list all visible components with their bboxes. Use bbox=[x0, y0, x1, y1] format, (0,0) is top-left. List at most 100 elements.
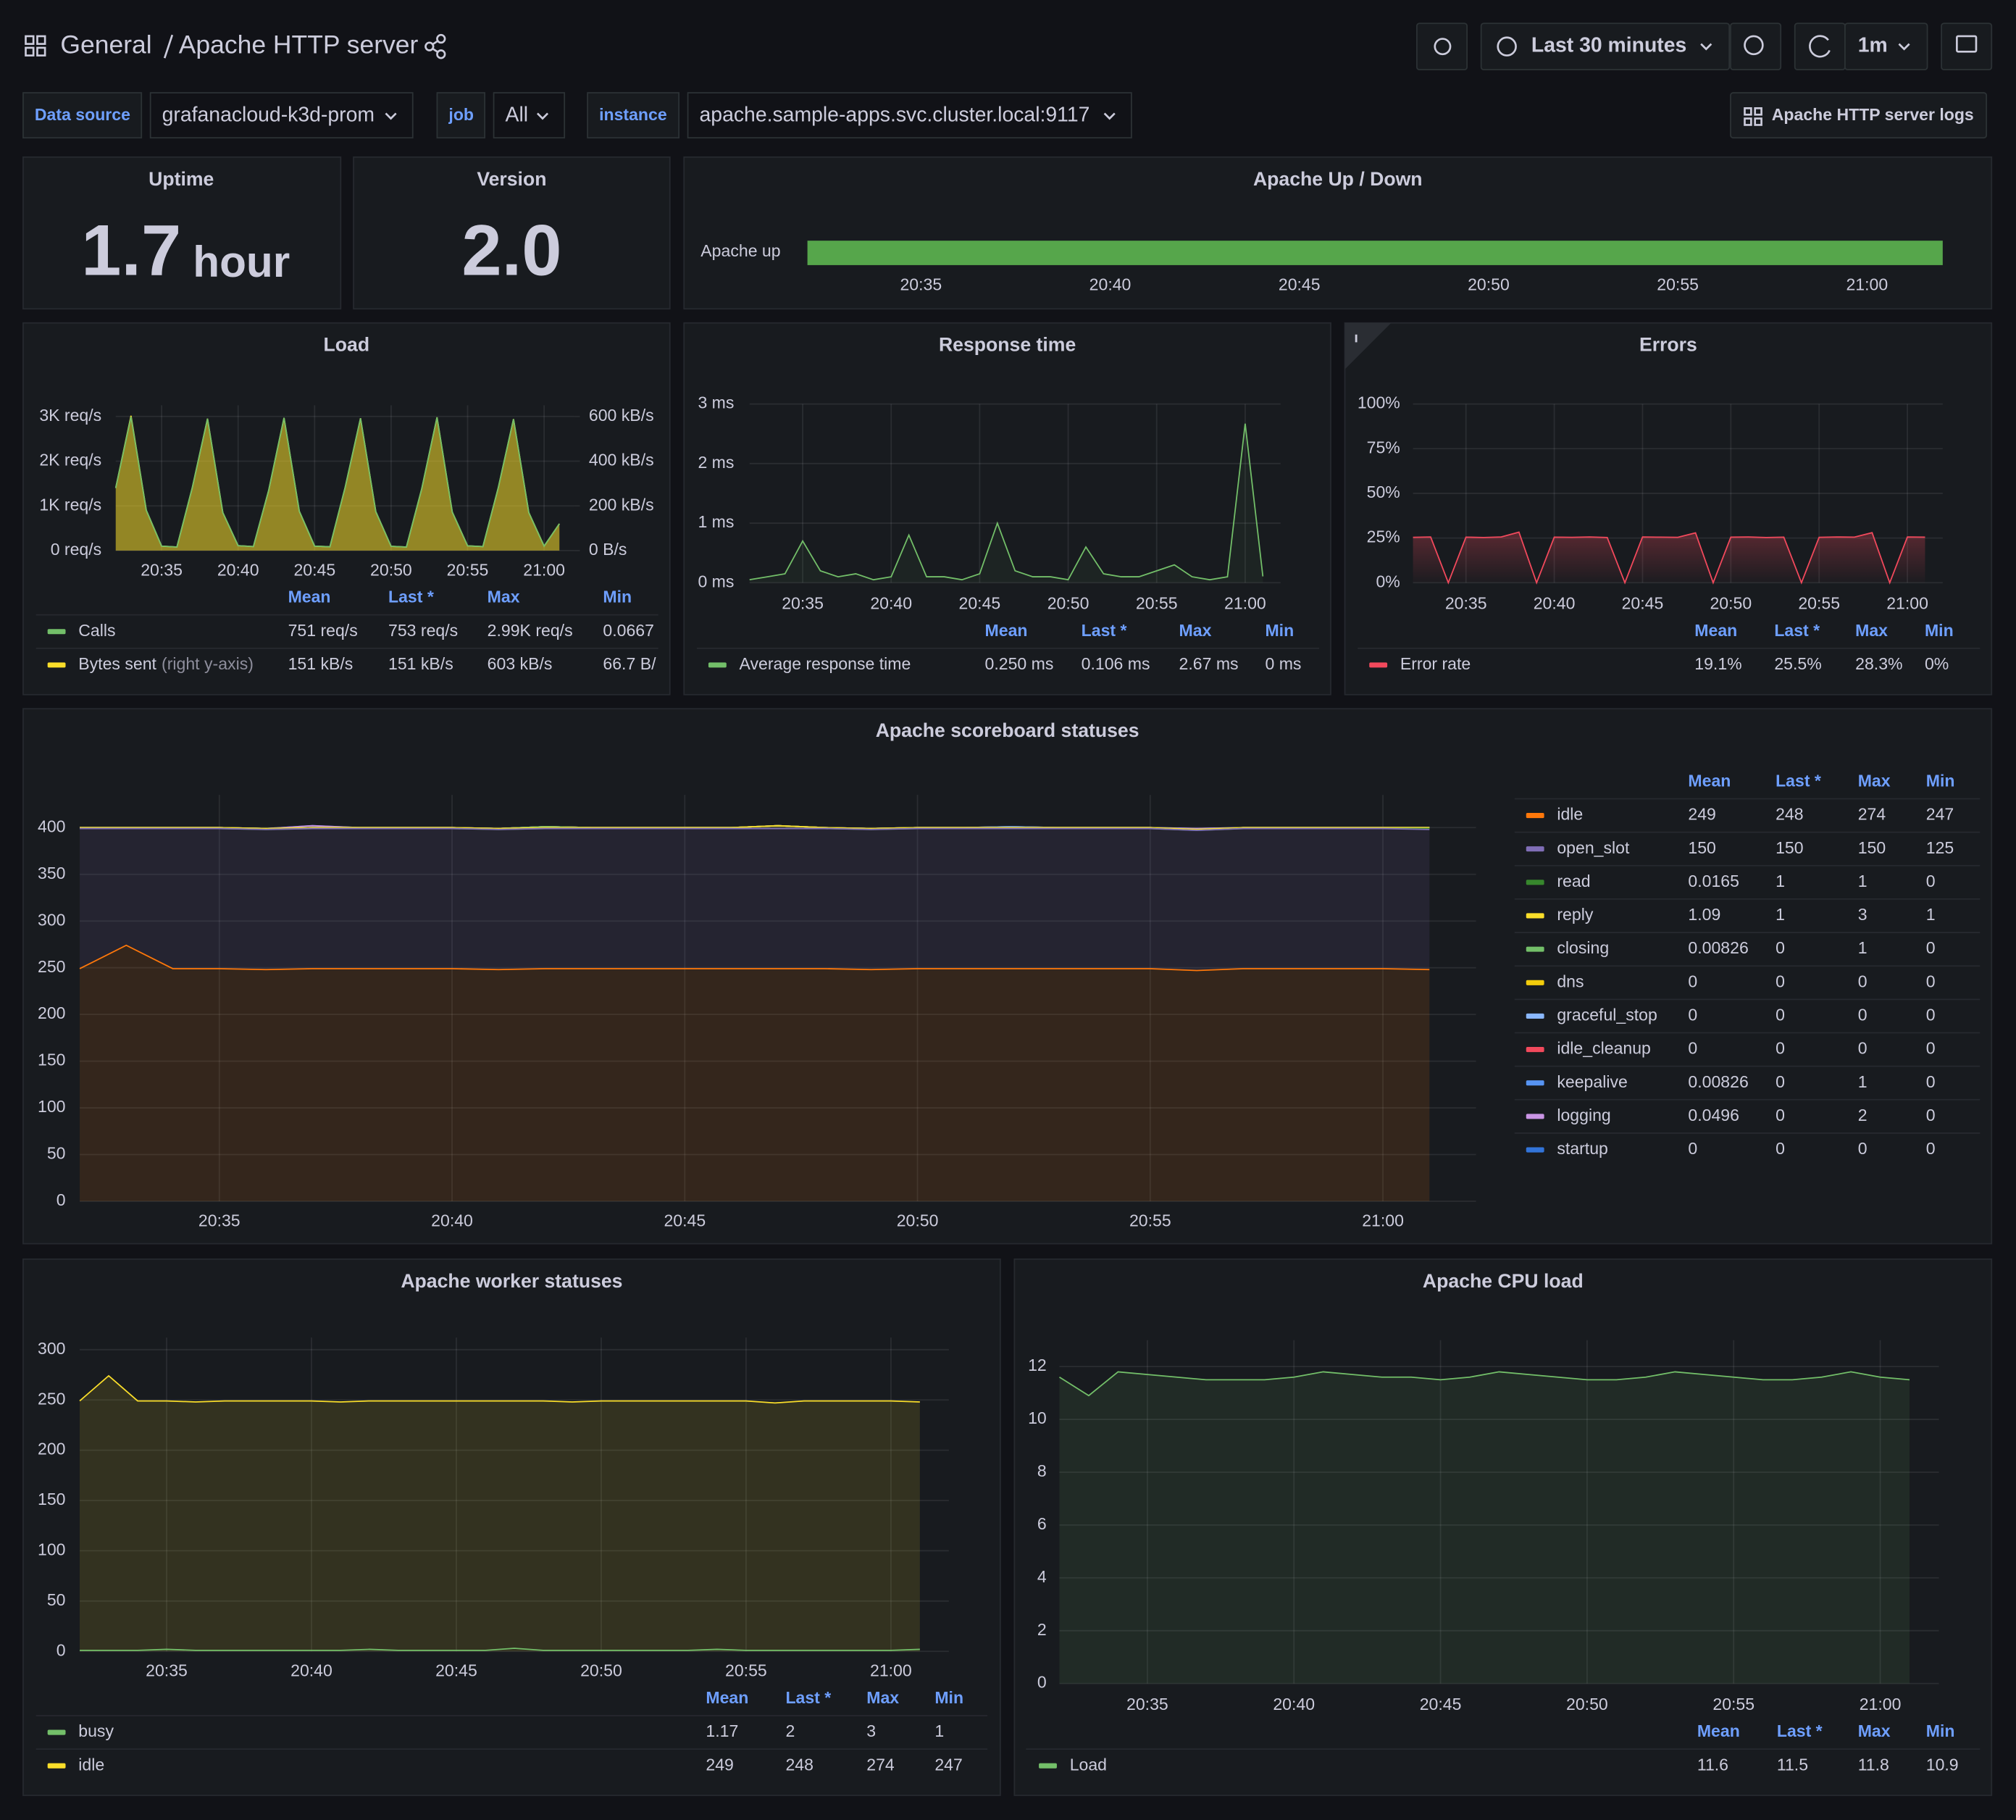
legend-name[interactable]: Load bbox=[1070, 1755, 1107, 1774]
y-tick-label: 300 bbox=[38, 910, 65, 929]
legend-value: 11.6 bbox=[1697, 1755, 1728, 1774]
x-tick-label: 21:00 bbox=[870, 1661, 912, 1680]
legend-value: 151 kB/s bbox=[388, 654, 453, 673]
legend-name[interactable]: graceful_stop bbox=[1557, 1006, 1657, 1024]
dashboards-icon[interactable] bbox=[25, 35, 46, 57]
legend-name[interactable]: startup bbox=[1557, 1139, 1608, 1158]
x-tick-label: 20:45 bbox=[1420, 1695, 1462, 1713]
legend-name[interactable]: keepalive bbox=[1557, 1072, 1627, 1091]
refresh-button[interactable] bbox=[1794, 22, 1846, 71]
y-tick-label: 400 bbox=[38, 817, 65, 835]
variable-select[interactable] bbox=[493, 92, 566, 139]
legend-header: Max bbox=[1179, 621, 1212, 640]
legend-name[interactable]: idle bbox=[78, 1755, 104, 1774]
legend-swatch bbox=[47, 1763, 66, 1769]
legend-value: 0 bbox=[1775, 1006, 1785, 1024]
link-icon bbox=[1744, 107, 1762, 126]
info-icon bbox=[1355, 334, 1358, 343]
legend-header: Max bbox=[488, 588, 520, 606]
refresh-interval-value: 1m bbox=[1858, 34, 1888, 57]
legend-value: 0 bbox=[1775, 1072, 1785, 1091]
x-tick-label: 20:55 bbox=[447, 560, 489, 579]
series-line bbox=[749, 423, 1264, 581]
legend-swatch bbox=[47, 662, 66, 668]
y-tick-label: 100 bbox=[38, 1540, 65, 1559]
legend-value: 249 bbox=[1688, 805, 1715, 824]
legend-name[interactable]: reply bbox=[1557, 905, 1593, 924]
dashboard-title: Apache HTTP server bbox=[179, 30, 419, 59]
legend-value: 19.1% bbox=[1694, 654, 1741, 673]
dashboard-link[interactable] bbox=[1730, 92, 1988, 139]
legend-name[interactable]: Calls bbox=[78, 621, 115, 640]
legend-value: 2.67 ms bbox=[1179, 654, 1239, 673]
legend-value: 1 bbox=[934, 1721, 944, 1740]
chevron bbox=[1103, 112, 1116, 120]
series-line bbox=[80, 827, 1430, 832]
time-picker[interactable] bbox=[1480, 22, 1731, 71]
legend-name[interactable]: logging bbox=[1557, 1106, 1610, 1124]
legend-header: Min bbox=[603, 588, 632, 606]
panel-title: Uptime bbox=[149, 168, 214, 190]
legend-name[interactable]: busy bbox=[78, 1721, 114, 1740]
y-tick-label: 1 ms bbox=[698, 512, 734, 531]
variable-select[interactable] bbox=[687, 92, 1132, 139]
zoom-out-button[interactable] bbox=[1730, 22, 1782, 71]
legend-swatch bbox=[47, 1729, 66, 1735]
x-tick-label: 20:50 bbox=[1566, 1695, 1608, 1713]
area-fill bbox=[749, 423, 1263, 583]
legend-value: 1 bbox=[1858, 938, 1867, 957]
x-tick-label: 20:55 bbox=[725, 1661, 767, 1680]
legend-name[interactable]: read bbox=[1557, 872, 1590, 890]
legend-value: 248 bbox=[1775, 805, 1803, 824]
variable-value: All bbox=[506, 104, 529, 127]
refresh-interval[interactable] bbox=[1844, 22, 1928, 71]
variable-value: apache.sample-apps.svc.cluster.local:911… bbox=[700, 104, 1090, 127]
legend-value: 28.3% bbox=[1855, 654, 1902, 673]
panel-title: Apache CPU load bbox=[1423, 1270, 1584, 1292]
legend-value: 753 req/s bbox=[388, 621, 458, 640]
x-tick-label: 20:40 bbox=[431, 1211, 473, 1230]
tv-mode-button[interactable] bbox=[1941, 22, 1993, 71]
legend-value: 0 bbox=[1926, 1006, 1936, 1024]
x-tick-label: 20:55 bbox=[1136, 594, 1178, 613]
y-tick-label: 25% bbox=[1367, 527, 1400, 546]
legend-name[interactable]: open_slot bbox=[1557, 838, 1630, 857]
x-tick-label: 20:40 bbox=[290, 1661, 332, 1680]
legend-header: Last * bbox=[1775, 771, 1821, 790]
legend-name[interactable]: Error rate bbox=[1400, 654, 1471, 673]
x-tick-label: 21:00 bbox=[523, 560, 565, 579]
share-icon[interactable] bbox=[424, 33, 446, 59]
legend-value: 248 bbox=[785, 1755, 813, 1774]
panel-title: Version bbox=[477, 168, 546, 190]
y-tick-label: 0 req/s bbox=[51, 540, 102, 559]
legend-name[interactable]: idle bbox=[1557, 805, 1583, 824]
area-fill bbox=[1059, 1372, 1910, 1684]
variable-label-box bbox=[587, 92, 680, 139]
clock-icon bbox=[1497, 36, 1517, 57]
legend-name[interactable]: Average response time bbox=[740, 654, 911, 673]
y2-tick-label: 0 B/s bbox=[589, 540, 627, 559]
legend-value: 0.00826 bbox=[1688, 1072, 1748, 1091]
dashboard-link-text: Apache HTTP server logs bbox=[1772, 105, 1974, 124]
legend-name[interactable]: idle_cleanup bbox=[1557, 1039, 1651, 1058]
y-tick-label: 0 bbox=[57, 1640, 66, 1659]
y-tick-label: 50 bbox=[47, 1590, 66, 1609]
legend-value: 0 bbox=[1858, 1039, 1867, 1058]
legend-name[interactable]: dns bbox=[1557, 972, 1584, 990]
x-tick-label: 20:40 bbox=[1534, 594, 1576, 613]
y-tick-label: 6 bbox=[1037, 1514, 1047, 1533]
legend-value: 1 bbox=[1858, 1072, 1867, 1091]
settings-button[interactable] bbox=[1416, 22, 1468, 71]
x-tick-label: 20:45 bbox=[435, 1661, 477, 1680]
legend-value: 1 bbox=[1775, 905, 1785, 924]
legend-value: 125 bbox=[1926, 838, 1954, 857]
breadcrumb-folder[interactable]: General bbox=[60, 30, 151, 59]
legend-name[interactable]: Bytes sent bbox=[78, 654, 156, 673]
legend-name[interactable]: closing bbox=[1557, 938, 1609, 957]
x-tick-label: 20:35 bbox=[141, 560, 183, 579]
y2-tick-label: 200 kB/s bbox=[589, 495, 654, 514]
series-line bbox=[1413, 531, 1925, 585]
y-tick-label: 0 bbox=[57, 1190, 66, 1209]
variable-select[interactable] bbox=[149, 92, 414, 139]
y-tick-label: 12 bbox=[1028, 1356, 1047, 1374]
